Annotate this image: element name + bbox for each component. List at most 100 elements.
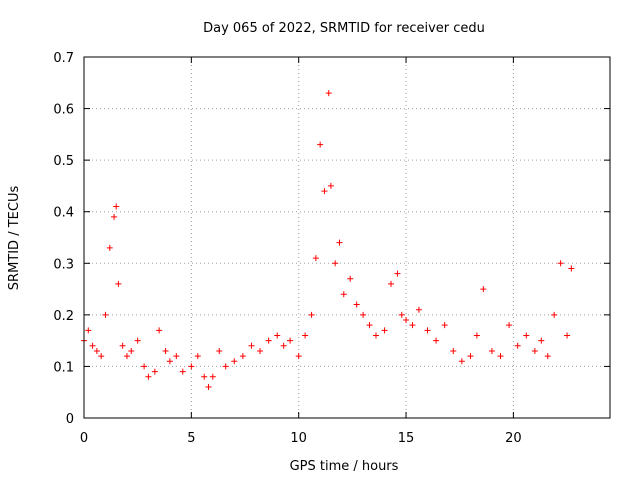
data-point <box>98 353 105 360</box>
data-point <box>353 301 360 308</box>
data-point <box>347 275 354 282</box>
x-tick-label: 5 <box>187 431 195 446</box>
data-point <box>312 255 319 262</box>
data-point <box>216 347 223 354</box>
data-point <box>332 260 339 267</box>
data-point <box>538 337 545 344</box>
data-point <box>257 347 264 354</box>
data-point <box>162 347 169 354</box>
x-tick-label: 10 <box>290 431 307 446</box>
data-point <box>473 332 480 339</box>
data-point <box>544 353 551 360</box>
data-point <box>209 373 216 380</box>
data-point <box>317 141 324 148</box>
y-tick-label: 0.7 <box>53 51 74 66</box>
data-point <box>106 244 113 251</box>
chart-title: Day 065 of 2022, SRMTID for receiver ced… <box>203 21 485 36</box>
data-point <box>327 182 334 189</box>
plot-frame <box>83 56 611 419</box>
data-point <box>433 337 440 344</box>
data-point <box>113 203 120 210</box>
data-point <box>151 368 158 375</box>
data-point <box>308 311 315 318</box>
data-point <box>366 322 373 329</box>
data-point <box>111 213 118 220</box>
y-tick-label: 0.4 <box>53 206 74 221</box>
y-tick-label: 0 <box>66 412 74 427</box>
data-point <box>265 337 272 344</box>
y-tick-label: 0.2 <box>53 309 74 324</box>
y-tick-labels: 0 0.1 0.2 0.3 0.4 0.5 0.6 0.7 <box>53 51 74 427</box>
x-axis-label: GPS time / hours <box>290 459 399 474</box>
data-point <box>156 327 163 334</box>
data-point <box>551 311 558 318</box>
data-point <box>441 322 448 329</box>
x-tick-labels: 0 5 10 15 20 <box>80 431 522 446</box>
x-tick-label: 0 <box>80 431 88 446</box>
x-tick-label: 20 <box>505 431 522 446</box>
data-point <box>564 332 571 339</box>
data-point <box>194 353 201 360</box>
data-point <box>568 265 575 272</box>
data-point <box>360 311 367 318</box>
data-point <box>102 311 109 318</box>
data-point <box>115 280 122 287</box>
data-point <box>119 342 126 349</box>
data-point <box>134 337 141 344</box>
data-point <box>372 332 379 339</box>
data-point <box>179 368 186 375</box>
data-point <box>557 260 564 267</box>
y-tick-label: 0.3 <box>53 257 74 272</box>
data-point <box>398 311 405 318</box>
data-point <box>458 358 465 365</box>
x-tick-label: 15 <box>398 431 415 446</box>
y-tick-label: 0.1 <box>53 360 74 375</box>
data-point <box>409 322 416 329</box>
data-point <box>201 373 208 380</box>
data-point <box>85 327 92 334</box>
grid-lines <box>84 57 610 418</box>
data-point <box>205 384 212 391</box>
data-point <box>145 373 152 380</box>
data-points <box>81 90 575 391</box>
data-point <box>531 347 538 354</box>
y-tick-label: 0.5 <box>53 154 74 169</box>
data-point <box>89 342 96 349</box>
data-point <box>415 306 422 313</box>
data-point <box>488 347 495 354</box>
data-point <box>173 353 180 360</box>
data-point <box>514 342 521 349</box>
data-point <box>523 332 530 339</box>
data-point <box>450 347 457 354</box>
data-point <box>280 342 287 349</box>
data-point <box>340 291 347 298</box>
data-point <box>388 280 395 287</box>
data-point <box>302 332 309 339</box>
data-point <box>239 353 246 360</box>
data-point <box>188 363 195 370</box>
data-point <box>93 347 100 354</box>
data-point <box>287 337 294 344</box>
data-point <box>166 358 173 365</box>
data-point <box>497 353 504 360</box>
data-point <box>128 347 135 354</box>
data-point <box>506 322 513 329</box>
data-point <box>480 286 487 293</box>
data-point <box>394 270 401 277</box>
data-point <box>336 239 343 246</box>
data-point <box>123 353 130 360</box>
data-point <box>295 353 302 360</box>
data-point <box>231 358 238 365</box>
y-tick-label: 0.6 <box>53 103 74 118</box>
data-point <box>321 188 328 195</box>
data-point <box>403 317 410 324</box>
y-axis-label: SRMTID / TECUs <box>7 186 22 291</box>
data-point <box>248 342 255 349</box>
data-point <box>381 327 388 334</box>
data-point <box>141 363 148 370</box>
data-point <box>424 327 431 334</box>
axis-ticks <box>83 56 610 419</box>
data-point <box>325 90 332 97</box>
